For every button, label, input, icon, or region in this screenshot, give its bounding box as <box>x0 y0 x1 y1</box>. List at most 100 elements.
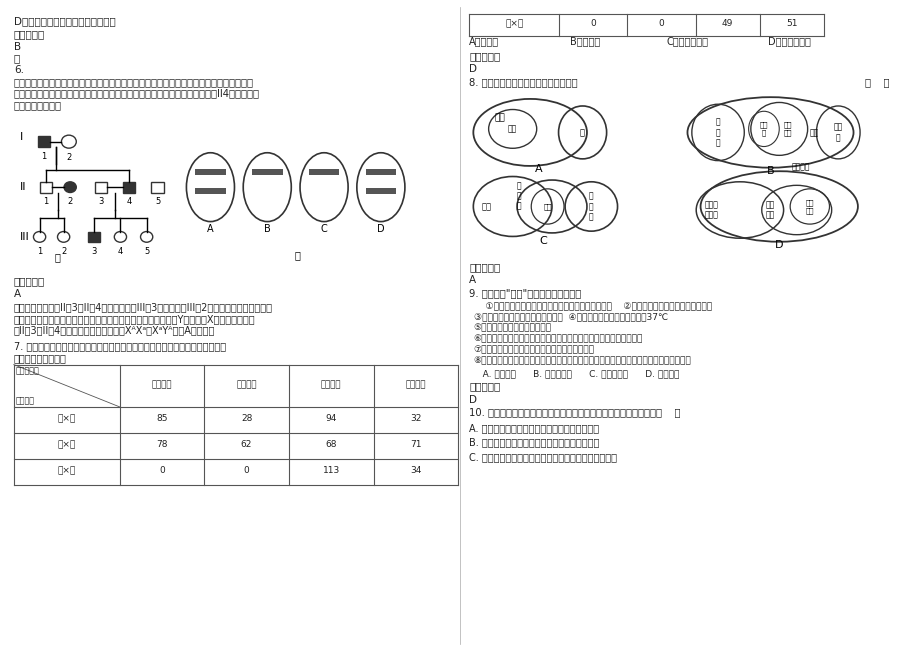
Bar <box>38 136 50 147</box>
Text: 黄色皱粒: 黄色皱粒 <box>236 380 256 389</box>
Text: 6.: 6. <box>14 65 24 75</box>
Text: 核酸: 核酸 <box>543 203 551 210</box>
Text: 85: 85 <box>156 414 167 423</box>
Text: 参考答案：: 参考答案： <box>469 381 500 391</box>
Text: 4: 4 <box>127 197 131 206</box>
Text: 0: 0 <box>658 20 664 28</box>
Text: 32: 32 <box>410 414 421 423</box>
Text: 49: 49 <box>721 20 732 28</box>
Text: 68: 68 <box>325 440 336 449</box>
Text: 甲: 甲 <box>54 252 61 262</box>
Text: 乙: 乙 <box>295 250 301 260</box>
Text: 略: 略 <box>14 53 20 63</box>
Bar <box>252 169 282 174</box>
Text: 2: 2 <box>67 197 73 206</box>
Text: C. 定期从酵母菌培养液中取样并计算，调查其种群增长: C. 定期从酵母菌培养液中取样并计算，调查其种群增长 <box>469 452 617 462</box>
Text: D: D <box>469 64 477 74</box>
Text: 盐藻: 盐藻 <box>809 128 818 137</box>
Text: A: A <box>469 275 476 285</box>
Bar <box>365 169 396 174</box>
Text: 参考答案：: 参考答案： <box>469 51 500 61</box>
Text: 5: 5 <box>144 247 149 256</box>
Text: B．甲、戊: B．甲、戊 <box>570 36 600 46</box>
Bar <box>309 169 339 174</box>
Bar <box>365 188 396 193</box>
Text: 黄色圆粒: 黄色圆粒 <box>152 380 172 389</box>
Bar <box>40 182 52 193</box>
Text: 基因分化: 基因分化 <box>791 163 810 171</box>
Text: 丁×戊: 丁×戊 <box>505 20 523 28</box>
Text: ⑧用斐林试剂检验某植物组织样液，水浴加热后出现砖红色，说明该样液中一定含有葡萄糖: ⑧用斐林试剂检验某植物组织样液，水浴加热后出现砖红色，说明该样液中一定含有葡萄糖 <box>473 357 691 366</box>
Text: A. 在水草丰富的浅水水区确定样方调查芦苇密度: A. 在水草丰富的浅水水区确定样方调查芦苇密度 <box>469 423 598 433</box>
Text: 2: 2 <box>61 247 66 256</box>
Text: 8. 下列有关概念间的关系图，正确的是: 8. 下列有关概念间的关系图，正确的是 <box>469 77 577 87</box>
Text: 34: 34 <box>410 466 421 475</box>
Text: B: B <box>264 224 270 234</box>
Bar <box>123 182 135 193</box>
Text: 51: 51 <box>786 20 797 28</box>
Text: ，下图甲表示某家系中该遗传病的发病情况，图乙是对该致病基因的测定，则II4的有关基因: ，下图甲表示某家系中该遗传病的发病情况，图乙是对该致病基因的测定，则II4的有关… <box>14 89 259 98</box>
Text: A. 全部正确      B. 有一个正确      C. 有三个正确      D. 全都不对: A. 全部正确 B. 有一个正确 C. 有三个正确 D. 全都不对 <box>473 369 678 378</box>
Text: II: II <box>20 182 27 192</box>
Text: 过
滤
者: 过 滤 者 <box>588 191 593 221</box>
Text: 分
解
者: 分 解 者 <box>715 118 720 147</box>
Text: C: C <box>321 224 327 234</box>
Text: A: A <box>207 224 213 234</box>
Text: I: I <box>20 132 24 143</box>
Text: 1: 1 <box>37 247 42 256</box>
Text: 绿色圆粒: 绿色圆粒 <box>321 380 341 389</box>
Text: 0: 0 <box>159 466 165 475</box>
Text: 戊中表现型相同的有: 戊中表现型相同的有 <box>14 353 66 363</box>
Text: 1: 1 <box>41 152 47 161</box>
Circle shape <box>64 182 76 193</box>
Text: 遗传病。已知控制性状的基因是位于人类性染色体的同源部分，Y染色体比X染色体短小，所: 遗传病。已知控制性状的基因是位于人类性染色体的同源部分，Y染色体比X染色体短小，… <box>14 314 255 324</box>
Text: 28: 28 <box>241 414 252 423</box>
Text: C．乙、丙、丁: C．乙、丙、丁 <box>666 36 709 46</box>
Text: A: A <box>14 289 21 299</box>
Text: 参考答案：: 参考答案： <box>14 276 45 286</box>
Text: D: D <box>469 395 477 404</box>
Text: 基因
突变: 基因 突变 <box>805 199 813 214</box>
Text: 10. 调查是生物学研究的方法之一，下列调查方法的应用不正确的是（    ）: 10. 调查是生物学研究的方法之一，下列调查方法的应用不正确的是（ ） <box>469 408 680 417</box>
Text: 7. 下表为甲一戊五种类型豌豆的有关杂交结果统计（黄色对绿色为显性）。甲一: 7. 下表为甲一戊五种类型豌豆的有关杂交结果统计（黄色对绿色为显性）。甲一 <box>14 341 226 351</box>
Text: ⑦与双缩脲试剂发生紫色反应的物质一定是蛋白质: ⑦与双缩脲试剂发生紫色反应的物质一定是蛋白质 <box>473 346 595 355</box>
Bar <box>152 182 164 193</box>
Text: ③没有细胞核的细胞一定是原核细胞  ④酶催化作用的最适温度一定是37℃: ③没有细胞核的细胞一定是原核细胞 ④酶催化作用的最适温度一定是37℃ <box>473 312 667 322</box>
Text: D: D <box>774 240 783 249</box>
Text: D．乙、丙、戊: D．乙、丙、戊 <box>767 36 811 46</box>
Text: 组成应是乙图中的: 组成应是乙图中的 <box>14 100 62 110</box>
Text: D．破伤风杆菌可引发免疫失调疾病: D．破伤风杆菌可引发免疫失调疾病 <box>14 16 116 26</box>
Text: 78: 78 <box>156 440 167 449</box>
Text: 核糖
体: 核糖 体 <box>759 122 767 136</box>
Text: A．甲、丙: A．甲、丙 <box>469 36 499 46</box>
Text: B: B <box>766 166 774 176</box>
Text: 71: 71 <box>410 440 421 449</box>
Text: 0: 0 <box>590 20 596 28</box>
Text: C: C <box>539 236 547 246</box>
Text: 抗体: 抗体 <box>481 202 491 211</box>
Text: 基因
遗变: 基因 遗变 <box>765 201 775 219</box>
Text: 0: 0 <box>244 466 249 475</box>
Text: 后代表现型: 后代表现型 <box>16 367 40 376</box>
Text: 参考答案：: 参考答案： <box>469 262 500 272</box>
Bar <box>195 169 225 174</box>
Text: A: A <box>535 165 542 174</box>
Text: 4: 4 <box>118 247 123 256</box>
Text: ①根尖分生区细胞一定不会与环境溶液发生渗透作用    ②生长素对植物生长一定起促进作用: ①根尖分生区细胞一定不会与环境溶液发生渗透作用 ②生长素对植物生长一定起促进作用 <box>473 301 711 311</box>
Text: 如今，遗传病的研究备受关注。已知控制某遗传病的致病基因位于人类性染色体的同源部分: 如今，遗传病的研究备受关注。已知控制某遗传病的致病基因位于人类性染色体的同源部分 <box>14 77 254 87</box>
Bar <box>195 188 225 193</box>
Text: ⑤有氧呼吸一定在线粒体中进行: ⑤有氧呼吸一定在线粒体中进行 <box>473 324 551 333</box>
Text: 核糖: 核糖 <box>507 124 516 133</box>
Text: 原核
生物: 原核 生物 <box>783 122 791 136</box>
Text: 2: 2 <box>66 153 72 162</box>
Text: 62: 62 <box>241 440 252 449</box>
Text: III: III <box>20 232 30 242</box>
Text: ⑥两个种群间的个体不能进行基因交流，这两个种群一定属于两个物种: ⑥两个种群间的个体不能进行基因交流，这两个种群一定属于两个物种 <box>473 335 642 344</box>
Text: 绿色皱粒: 绿色皱粒 <box>405 380 425 389</box>
Text: 94: 94 <box>325 414 336 423</box>
Text: 甲×乙: 甲×乙 <box>58 414 75 423</box>
Text: 甲×丁: 甲×丁 <box>58 440 75 449</box>
Text: 参考答案：: 参考答案： <box>14 29 45 39</box>
Bar <box>95 182 107 193</box>
Text: （    ）: （ ） <box>864 77 889 87</box>
